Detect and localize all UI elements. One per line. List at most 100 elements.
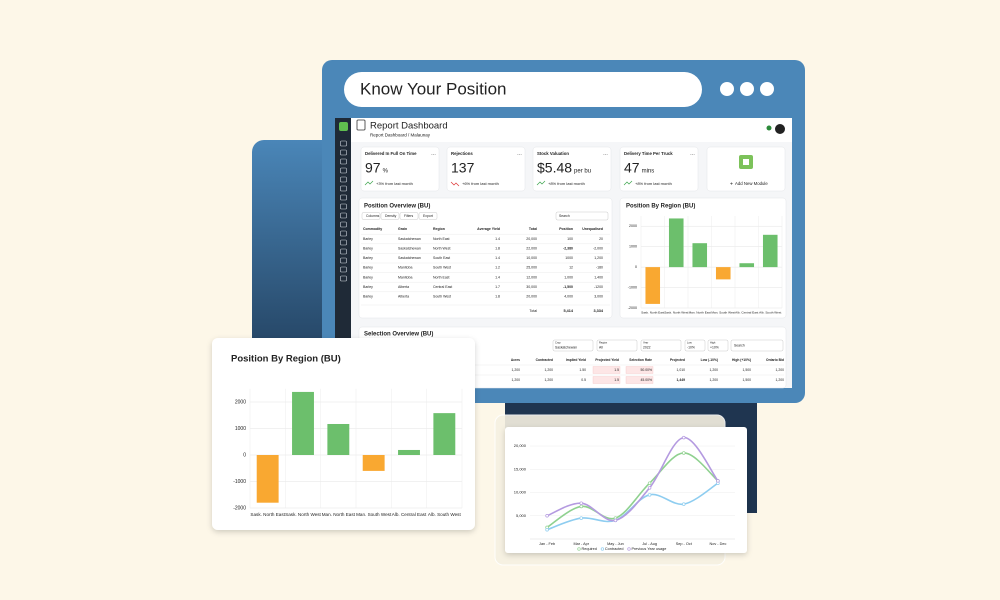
trend-icon [364, 180, 374, 186]
bar [715, 267, 731, 280]
status-icon[interactable] [766, 125, 772, 131]
section-title: Selection Overview (BU) [364, 332, 433, 338]
search-box[interactable] [555, 211, 609, 221]
kpi-title: Stock Valuation [537, 151, 569, 156]
search-box[interactable] [730, 339, 784, 352]
top-bar [351, 118, 792, 142]
column-header: Implied Yield [566, 358, 586, 362]
filter-label: Region [599, 341, 608, 345]
x-tick-label: Nov - Dec [709, 542, 726, 546]
sidebar-icon [340, 158, 347, 165]
toolbar-button-label: Columns [366, 214, 380, 218]
filter-select[interactable] [684, 339, 706, 352]
point [647, 481, 652, 485]
sidebar-icon [340, 212, 347, 219]
filter-label: Year [643, 341, 648, 345]
toolbar-button[interactable] [361, 212, 381, 220]
table-cell: 30,000 [526, 285, 537, 289]
table-cell: 1.2 [495, 266, 500, 270]
table-cell: 4,000 [564, 295, 573, 299]
toolbar-button[interactable] [399, 212, 419, 220]
window-dot[interactable] [760, 82, 774, 96]
filter-select[interactable] [707, 339, 729, 352]
address-bar[interactable] [344, 72, 702, 107]
table-cell: Barley [363, 275, 373, 279]
bar [433, 413, 456, 455]
address-text: Know Your Position [360, 79, 507, 98]
toolbar-button[interactable] [380, 212, 400, 220]
toolbar-button[interactable] [418, 212, 438, 220]
x-tick-label: Jul - Aug [642, 542, 657, 546]
table-cell: Saskatchewan [398, 256, 421, 260]
x-tick-label: Alb. Central East [735, 310, 758, 314]
x-tick-label: Jan - Feb [539, 542, 555, 546]
table-cell: 10,000 [526, 256, 537, 260]
bar [292, 391, 314, 455]
x-tick-label: Sask. North East [641, 310, 664, 314]
sidebar-icon [340, 167, 347, 174]
column-header: Selection Rate [629, 358, 652, 362]
table-cell: Saskatchewan [398, 247, 421, 251]
table-cell: 22,000 [526, 247, 537, 251]
y-tick-label: -2000 [233, 505, 246, 511]
bar [362, 455, 385, 471]
y-tick-label: 20,000 [514, 443, 527, 448]
series-line [546, 452, 719, 529]
y-tick-label: 1000 [629, 245, 637, 249]
filter-select[interactable] [552, 339, 594, 352]
x-tick-label: Man. South West [711, 310, 735, 314]
table-cell: 1.4 [495, 256, 500, 260]
cell-highlight [625, 376, 654, 384]
toolbar-button-label: Filters [404, 214, 414, 218]
series-line [546, 436, 719, 522]
table-cell: 1.5 [614, 378, 619, 382]
point [545, 513, 549, 518]
sidebar-icon [340, 248, 347, 255]
window-dot[interactable] [740, 82, 754, 96]
table-cell: 45.00% [641, 378, 653, 382]
table-cell: Saskatchewan [398, 237, 421, 241]
x-tick-label: Man. North East [322, 512, 356, 517]
card [619, 146, 699, 192]
window-dot[interactable] [720, 82, 734, 96]
bar [762, 234, 778, 268]
module-icon-core [743, 159, 749, 165]
table-cell: Alberta [398, 285, 409, 289]
table-cell: 25,000 [526, 266, 537, 270]
column-header: Low (-10%) [701, 358, 718, 362]
plus: + [730, 181, 733, 187]
point [681, 451, 686, 455]
filter-select[interactable] [596, 339, 638, 352]
table-cell: 20,000 [526, 295, 537, 299]
table-cell: 1,200 [710, 378, 719, 382]
column-header: High (+10%) [732, 358, 751, 362]
filter-label: Crop [555, 341, 561, 345]
y-tick-label: -2000 [628, 306, 637, 310]
sidebar-icon [340, 239, 347, 246]
table-cell: -1,500 [563, 285, 573, 289]
trend-icon [536, 180, 546, 186]
point [716, 479, 720, 483]
column-header: Average Yield [477, 227, 500, 231]
table-cell: 12,000 [526, 275, 537, 279]
table-cell: North East [433, 275, 450, 279]
search-placeholder: Search [559, 214, 570, 218]
kpi-title: Delivery Time Per Truck [624, 151, 673, 156]
table-cell: -2,380 [563, 247, 573, 251]
table-cell: 1,000 [564, 275, 573, 279]
table-cell: Barley [363, 237, 373, 241]
x-tick-label: Sep - Oct [676, 542, 693, 546]
sidebar-icon [340, 194, 347, 201]
sidebar-icon [340, 275, 347, 282]
sidebar-icon [340, 176, 347, 183]
kpi-unit: per bu [574, 169, 591, 175]
filter-select[interactable] [640, 339, 682, 352]
sidebar-icon [340, 221, 347, 228]
table-cell: North East [433, 237, 450, 241]
avatar[interactable] [775, 124, 785, 134]
kpi-menu: … [603, 151, 608, 157]
table-cell: 1,200 [776, 368, 785, 372]
table-cell: Barley [363, 256, 373, 260]
page-title: Report Dashboard [370, 121, 448, 132]
